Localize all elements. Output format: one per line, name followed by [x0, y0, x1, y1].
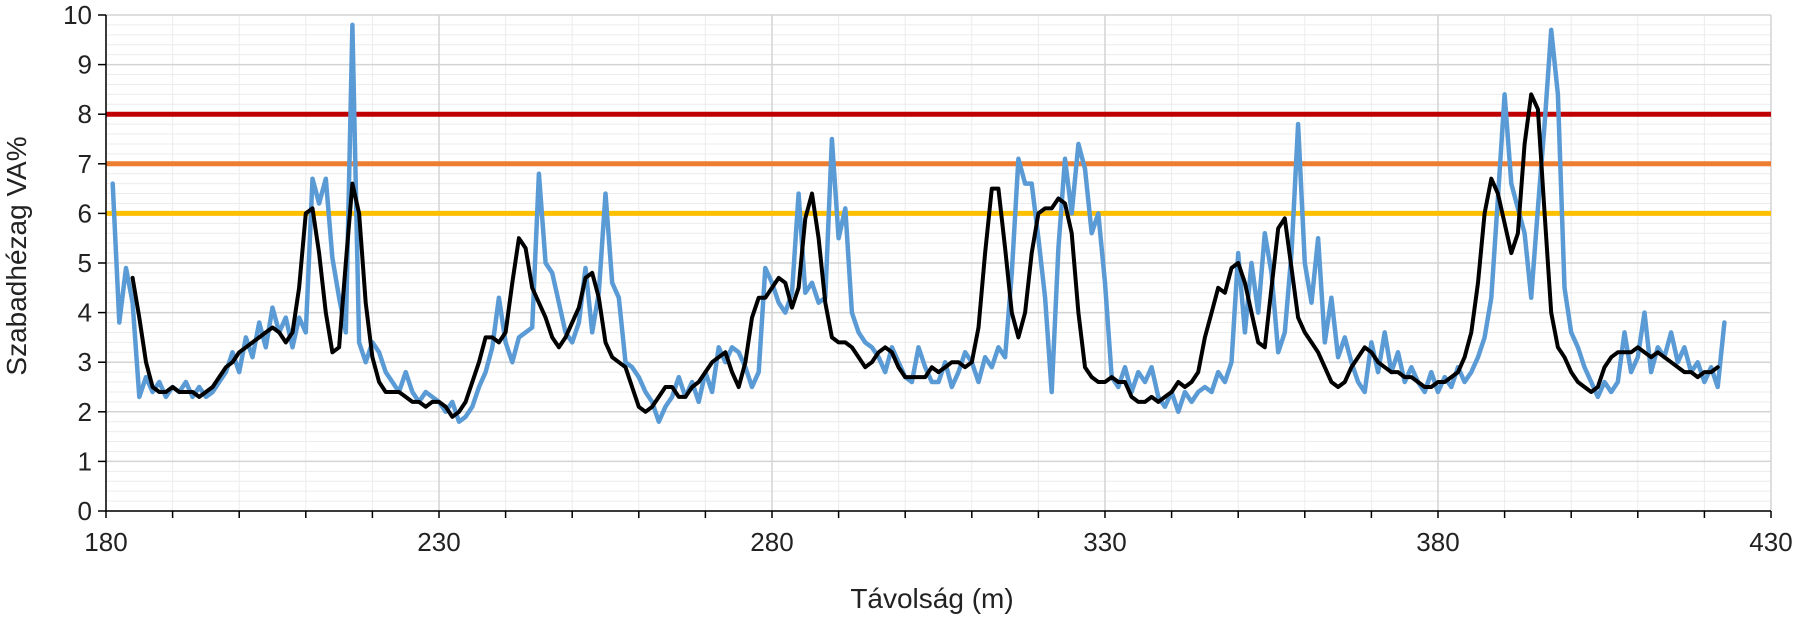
x-tick-label: 380: [1416, 527, 1459, 557]
y-tick-label: 3: [78, 347, 92, 377]
threshold-lines: [106, 111, 1771, 216]
y-tick-label: 4: [78, 298, 92, 328]
axes: [98, 14, 1772, 518]
y-tick-label: 1: [78, 446, 92, 476]
x-tick-label: 430: [1749, 527, 1792, 557]
y-tick-label: 10: [63, 0, 92, 30]
y-tick-label: 8: [78, 99, 92, 129]
x-tick-label: 230: [417, 527, 460, 557]
y-tick-label: 5: [78, 248, 92, 278]
y-tick-label: 9: [78, 50, 92, 80]
y-tick-label: 6: [78, 198, 92, 228]
y-tick-label: 0: [78, 496, 92, 526]
y-axis-title: Szabadhézag VA%: [1, 136, 32, 375]
x-tick-label: 180: [84, 527, 127, 557]
x-axis-title: Távolság (m): [850, 583, 1013, 614]
x-tick-label: 280: [750, 527, 793, 557]
y-tick-label: 2: [78, 397, 92, 427]
x-tick-label: 330: [1083, 527, 1126, 557]
tick-labels: 0 1 2 3 4 5 6 7 8 9 10 180 230 280 330 380 430: [63, 0, 1793, 557]
series-line-2: [130, 92, 1720, 419]
y-tick-label: 7: [78, 149, 92, 179]
series-lines: [110, 22, 1727, 424]
